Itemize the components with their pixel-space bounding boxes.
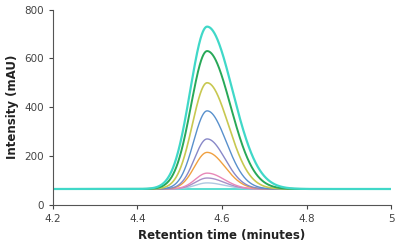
X-axis label: Retention time (minutes): Retention time (minutes) — [138, 229, 306, 243]
Y-axis label: Intensity (mAU): Intensity (mAU) — [6, 55, 18, 159]
